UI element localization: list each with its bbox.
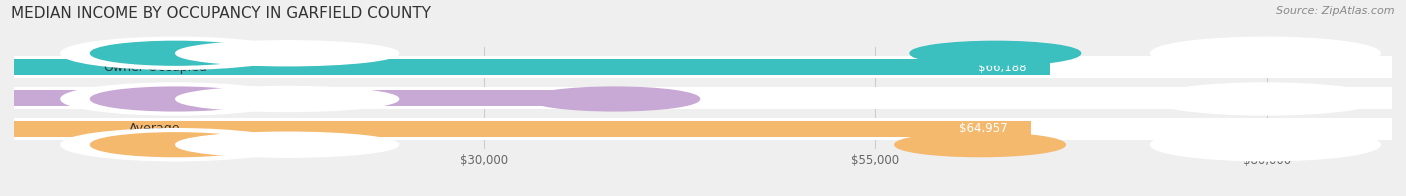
Text: $35,417: $35,417 <box>592 92 641 104</box>
Text: $64,957: $64,957 <box>959 122 1008 135</box>
Text: Average: Average <box>129 122 181 135</box>
Bar <box>14 118 1392 140</box>
Bar <box>14 87 1392 109</box>
Text: Source: ZipAtlas.com: Source: ZipAtlas.com <box>1277 6 1395 16</box>
Bar <box>14 121 1031 137</box>
Bar <box>14 59 1050 75</box>
Bar <box>14 56 1392 78</box>
Text: Renter-Occupied: Renter-Occupied <box>103 92 207 104</box>
Text: MEDIAN INCOME BY OCCUPANCY IN GARFIELD COUNTY: MEDIAN INCOME BY OCCUPANCY IN GARFIELD C… <box>11 6 432 21</box>
Text: $66,188: $66,188 <box>979 61 1026 74</box>
Bar <box>14 90 568 106</box>
Text: Owner-Occupied: Owner-Occupied <box>103 61 207 74</box>
